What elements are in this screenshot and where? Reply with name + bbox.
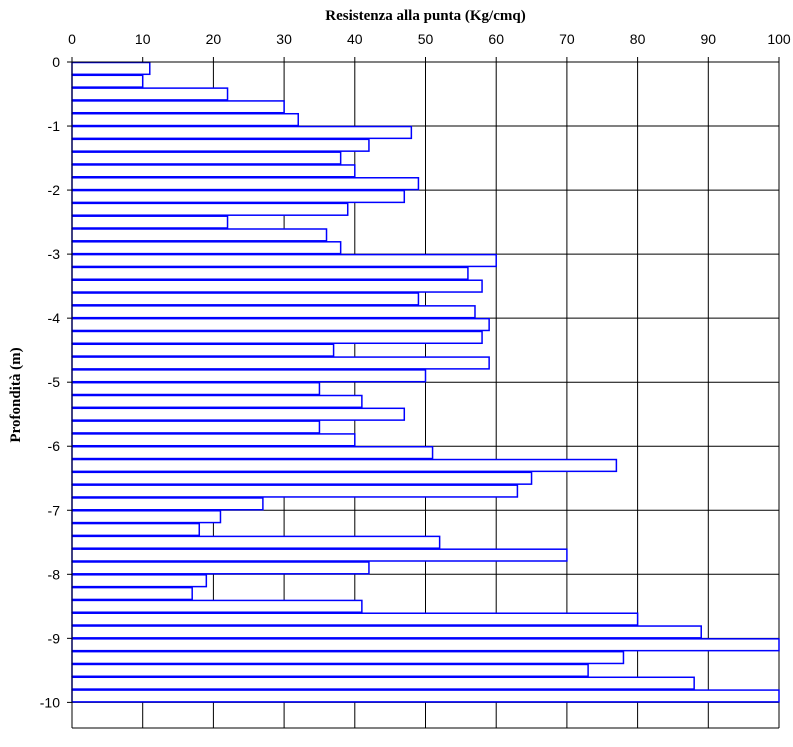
bar: [71, 612, 639, 626]
bar: [71, 625, 702, 639]
bar: [71, 535, 441, 549]
bar: [71, 330, 483, 345]
bar: [71, 471, 533, 485]
y-tick-label: -8: [48, 566, 61, 582]
x-tick-label: 10: [135, 31, 151, 47]
bar: [71, 100, 285, 114]
y-tick-label: -9: [48, 630, 61, 646]
y-axis-title: Profondità (m): [8, 347, 24, 442]
bar: [71, 202, 349, 216]
bar-series: [71, 61, 780, 703]
x-axis-ticks: 0 10 20 30 40 50 60 70 80 90 100: [68, 31, 791, 62]
bar: [71, 458, 618, 473]
bar: [71, 87, 229, 101]
x-tick-label: 100: [767, 31, 791, 47]
bar: [71, 369, 427, 383]
x-axis-title: Resistenza alla punta (Kg/cmq): [325, 8, 525, 24]
x-tick-label: 20: [206, 31, 222, 47]
bar: [71, 638, 780, 652]
bar: [71, 497, 264, 511]
bar: [71, 510, 222, 524]
y-tick-label: 0: [52, 54, 60, 70]
bar: [71, 676, 695, 690]
bar: [71, 74, 144, 88]
x-tick-label: 80: [630, 31, 646, 47]
bar: [71, 241, 342, 255]
bar: [71, 164, 356, 178]
bar: [71, 394, 363, 409]
bar: [71, 292, 420, 306]
bar: [71, 125, 413, 140]
y-tick-label: -5: [48, 374, 61, 390]
bar: [71, 317, 490, 332]
bar: [71, 215, 229, 229]
x-tick-label: 40: [347, 31, 363, 47]
bar: [71, 548, 568, 562]
bar: [71, 253, 497, 268]
bar: [71, 599, 363, 613]
bar: [71, 420, 321, 434]
y-axis-ticks: 0 -1 -2 -3 -4 -5 -6 -7 -8 -9 -10: [40, 54, 72, 710]
bar: [71, 138, 370, 152]
x-tick-label: 60: [488, 31, 504, 47]
bar: [71, 266, 469, 280]
bar: [71, 343, 335, 357]
bar: [71, 689, 780, 703]
bar: [71, 574, 208, 588]
bar: [71, 445, 434, 460]
y-tick-label: -6: [48, 438, 61, 454]
bar: [71, 189, 406, 204]
bar: [71, 663, 589, 678]
x-tick-label: 30: [276, 31, 292, 47]
bar: [71, 522, 201, 537]
bar: [71, 112, 299, 127]
y-tick-label: -3: [48, 246, 61, 262]
bar: [71, 177, 420, 191]
y-tick-label: -4: [48, 310, 61, 326]
bar: [71, 650, 625, 665]
bar: [71, 433, 356, 447]
bar: [71, 381, 321, 396]
y-tick-label: -7: [48, 502, 61, 518]
x-tick-label: 50: [418, 31, 434, 47]
bar: [71, 151, 342, 165]
bar: [71, 561, 370, 575]
y-tick-label: -2: [48, 182, 61, 198]
bar: [71, 586, 193, 601]
y-tick-label: -1: [48, 118, 61, 134]
bar: [71, 305, 476, 319]
y-tick-label: -10: [40, 694, 60, 710]
bar: [71, 356, 490, 370]
bar: [71, 228, 328, 242]
x-tick-label: 70: [559, 31, 575, 47]
x-tick-label: 0: [68, 31, 76, 47]
x-tick-label: 90: [701, 31, 717, 47]
bar: [71, 279, 483, 293]
bar: [71, 484, 519, 498]
bar: [71, 407, 406, 421]
bar: [71, 61, 151, 76]
